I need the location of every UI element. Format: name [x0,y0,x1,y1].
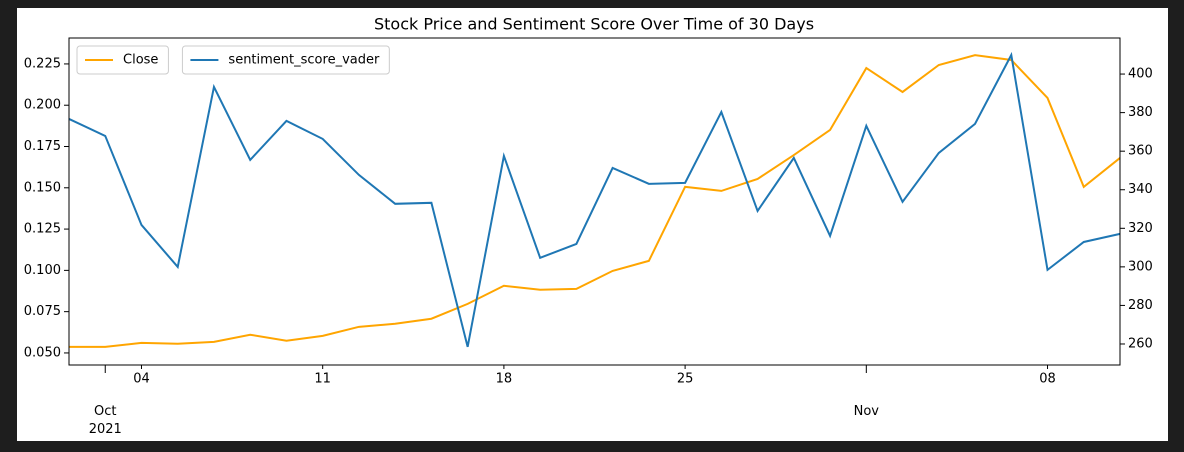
legend-label: sentiment_score_vader [228,53,380,68]
x-tick-label: 18 [496,372,513,387]
x-major-tick-line: 2021 [89,422,122,437]
y2-tick-label: 320 [1128,221,1153,236]
series-line [69,54,1121,348]
y2-tick-label: 360 [1128,144,1153,159]
y-tick-label: 0.100 [24,263,61,278]
legend-box [181,45,390,75]
legend: sentiment_score_vader [181,45,390,75]
y2-tick-label: 280 [1128,298,1153,313]
y-tick-label: 0.050 [24,345,61,360]
figure-background [17,8,1168,441]
x-major-tick-line: Nov [854,404,880,419]
x-tick-label: 08 [1039,372,1056,387]
x-tick-label: 11 [314,372,331,387]
y-tick-label: 0.175 [24,139,61,154]
x-major-tick-line: Oct [94,404,116,419]
y-tick-label: 0.125 [24,222,61,237]
x-major-tick-label: Oct 2021 [89,404,122,437]
y2-tick-label: 380 [1128,105,1153,120]
series-line [68,51,1121,348]
plot-frame [68,37,1121,366]
y2-tick-label: 340 [1128,182,1153,197]
x-tick-label: 04 [133,372,150,387]
y-tick-label: 0.200 [24,98,61,113]
legend-box [76,45,169,75]
y-tick-label: 0.075 [24,304,61,319]
legend: Close [76,45,169,75]
chart-title: Stock Price and Sentiment Score Over Tim… [374,15,814,34]
y2-tick-label: 300 [1128,259,1153,274]
x-tick-label: 25 [677,372,694,387]
legend-label: Close [123,53,158,68]
y2-tick-label: 260 [1128,336,1153,351]
y2-tick-label: 400 [1128,67,1153,82]
x-major-tick-label: Nov [854,404,880,419]
y-tick-label: 0.150 [24,180,61,195]
y-tick-label: 0.225 [24,56,61,71]
